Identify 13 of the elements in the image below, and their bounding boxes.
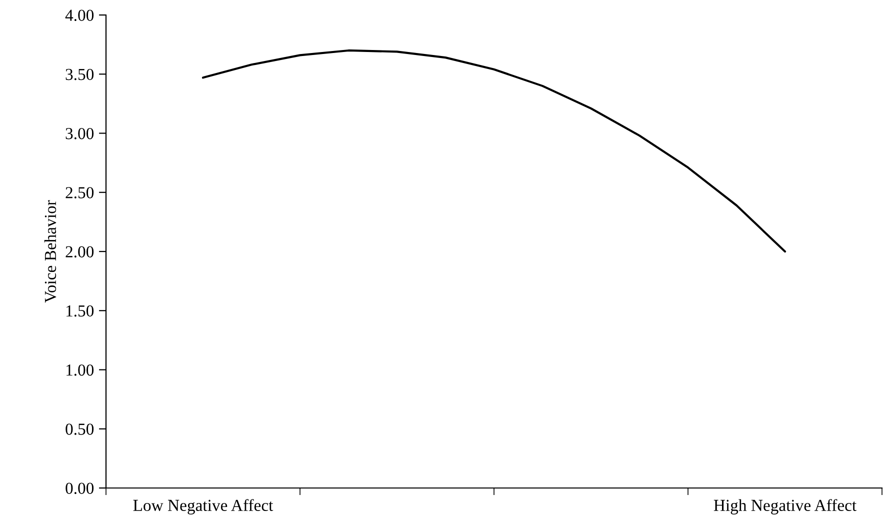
y-tick-label: 1.00 [66, 364, 94, 376]
x-tick-label: High Negative Affect [714, 499, 856, 514]
y-tick-label: 0.00 [66, 482, 94, 494]
y-axis-title: Voice Behavior [44, 200, 56, 303]
y-tick-label: 2.50 [66, 187, 94, 198]
y-tick-label: 3.00 [66, 128, 94, 140]
line-series [202, 49, 786, 253]
y-tick-label: 1.50 [66, 305, 94, 317]
y-tick-label: 3.50 [66, 68, 94, 80]
x-tick-label: Low Negative Affect [133, 499, 274, 514]
y-tick-label: 2.00 [66, 246, 94, 258]
y-tick-label: 0.50 [66, 424, 94, 435]
y-tick-label: 4.00 [65, 10, 94, 22]
